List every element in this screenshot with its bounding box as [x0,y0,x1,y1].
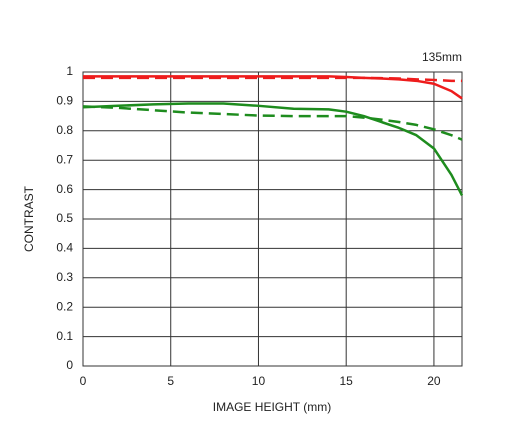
mtf-line [83,75,463,100]
y-tick-label: 0.3 [56,270,73,284]
mtf-line [83,76,462,83]
y-tick-label: 1 [66,64,73,78]
plot-frame [82,71,463,367]
y-tick-label: 0.9 [56,94,73,108]
x-tick-label: 15 [340,374,354,388]
chart-title: 135mm [422,50,462,64]
y-tick-label: 0.6 [56,182,73,196]
x-tick-label: 10 [252,374,266,388]
y-tick-label: 0 [66,358,73,372]
y-axis-label: CONTRAST [22,185,36,252]
y-tick-label: 0.5 [56,211,73,225]
y-tick-label: 0.7 [56,152,73,166]
y-tick-label: 0.8 [56,123,73,137]
x-tick-label: 20 [427,374,441,388]
y-tick-label: 0.4 [56,241,73,255]
x-axis-label: IMAGE HEIGHT (mm) [213,400,331,414]
mtf-line [82,105,463,141]
y-tick-label: 0.1 [56,329,73,343]
y-tick-label: 0.2 [56,299,73,313]
mtf-line [82,102,464,197]
x-tick-label: 5 [167,374,174,388]
x-tick-label: 0 [80,374,87,388]
